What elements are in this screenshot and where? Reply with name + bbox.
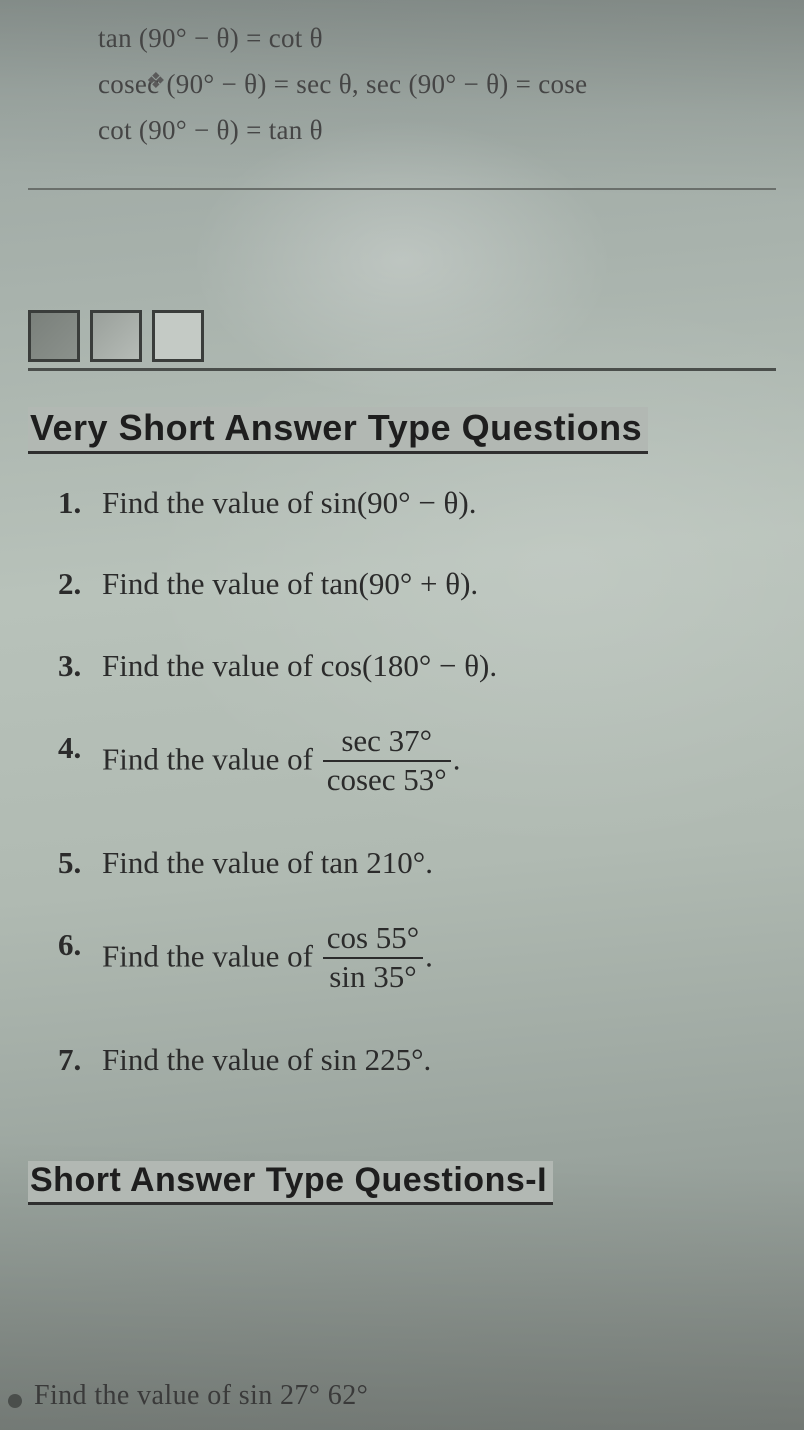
question-text-after: . — [453, 742, 461, 777]
question-list: 1. Find the value of sin(90° − θ). 2. Fi… — [28, 482, 776, 1081]
cutoff-text: Find the value of sin 27° 62° — [34, 1380, 368, 1412]
divider-2 — [28, 368, 776, 371]
question-number: 1. — [58, 482, 81, 524]
formula-line-2: cosec (90° − θ) = sec θ, sec (90° − θ) =… — [98, 69, 587, 99]
fraction-numerator: cos 55° — [323, 922, 423, 959]
question-item: 6. Find the value of cos 55° sin 35° . — [58, 924, 776, 995]
page: tan (90° − θ) = cot θ ❖ cosec (90° − θ) … — [0, 0, 804, 1430]
divider-1 — [28, 188, 776, 190]
bullet-dot-icon — [8, 1394, 22, 1408]
fraction-denominator: cosec 53° — [323, 762, 451, 797]
decorative-boxes — [28, 310, 776, 362]
question-text: Find the value of sin(90° − θ). — [102, 485, 476, 520]
fraction: sec 37° cosec 53° — [323, 725, 451, 796]
question-number: 7. — [58, 1039, 81, 1081]
question-item: 7. Find the value of sin 225°. — [58, 1039, 776, 1081]
question-text: Find the value of sin 225°. — [102, 1042, 431, 1077]
question-number: 4. — [58, 727, 81, 769]
question-text-after: . — [425, 939, 433, 974]
question-item: 2. Find the value of tan(90° + θ). — [58, 563, 776, 605]
bullet-icon: ❖ — [146, 64, 166, 98]
section-title-sa1: Short Answer Type Questions-I — [28, 1161, 553, 1205]
fraction-denominator: sin 35° — [323, 959, 423, 994]
section-title-vsa: Very Short Answer Type Questions — [28, 407, 648, 454]
question-text: Find the value of cos(180° − θ). — [102, 648, 497, 683]
question-text: Find the value of — [102, 742, 321, 777]
question-item: 1. Find the value of sin(90° − θ). — [58, 482, 776, 524]
question-text: Find the value of — [102, 939, 321, 974]
question-number: 3. — [58, 645, 81, 687]
formula-line-3: cot (90° − θ) = tan θ — [98, 110, 776, 152]
formula-line-2-wrap: ❖ cosec (90° − θ) = sec θ, sec (90° − θ)… — [98, 64, 776, 106]
box-icon-2 — [90, 310, 142, 362]
question-number: 2. — [58, 563, 81, 605]
question-number: 6. — [58, 924, 81, 966]
question-item: 3. Find the value of cos(180° − θ). — [58, 645, 776, 687]
fraction: cos 55° sin 35° — [323, 922, 423, 993]
formula-line-1: tan (90° − θ) = cot θ — [98, 18, 776, 60]
question-text: Find the value of tan(90° + θ). — [102, 566, 478, 601]
question-item: 4. Find the value of sec 37° cosec 53° . — [58, 727, 776, 798]
question-item: 5. Find the value of tan 210°. — [58, 842, 776, 884]
top-formula-block: tan (90° − θ) = cot θ ❖ cosec (90° − θ) … — [28, 18, 776, 152]
box-icon-3 — [152, 310, 204, 362]
question-text: Find the value of tan 210°. — [102, 845, 433, 880]
question-number: 5. — [58, 842, 81, 884]
box-icon-1 — [28, 310, 80, 362]
fraction-numerator: sec 37° — [323, 725, 451, 762]
